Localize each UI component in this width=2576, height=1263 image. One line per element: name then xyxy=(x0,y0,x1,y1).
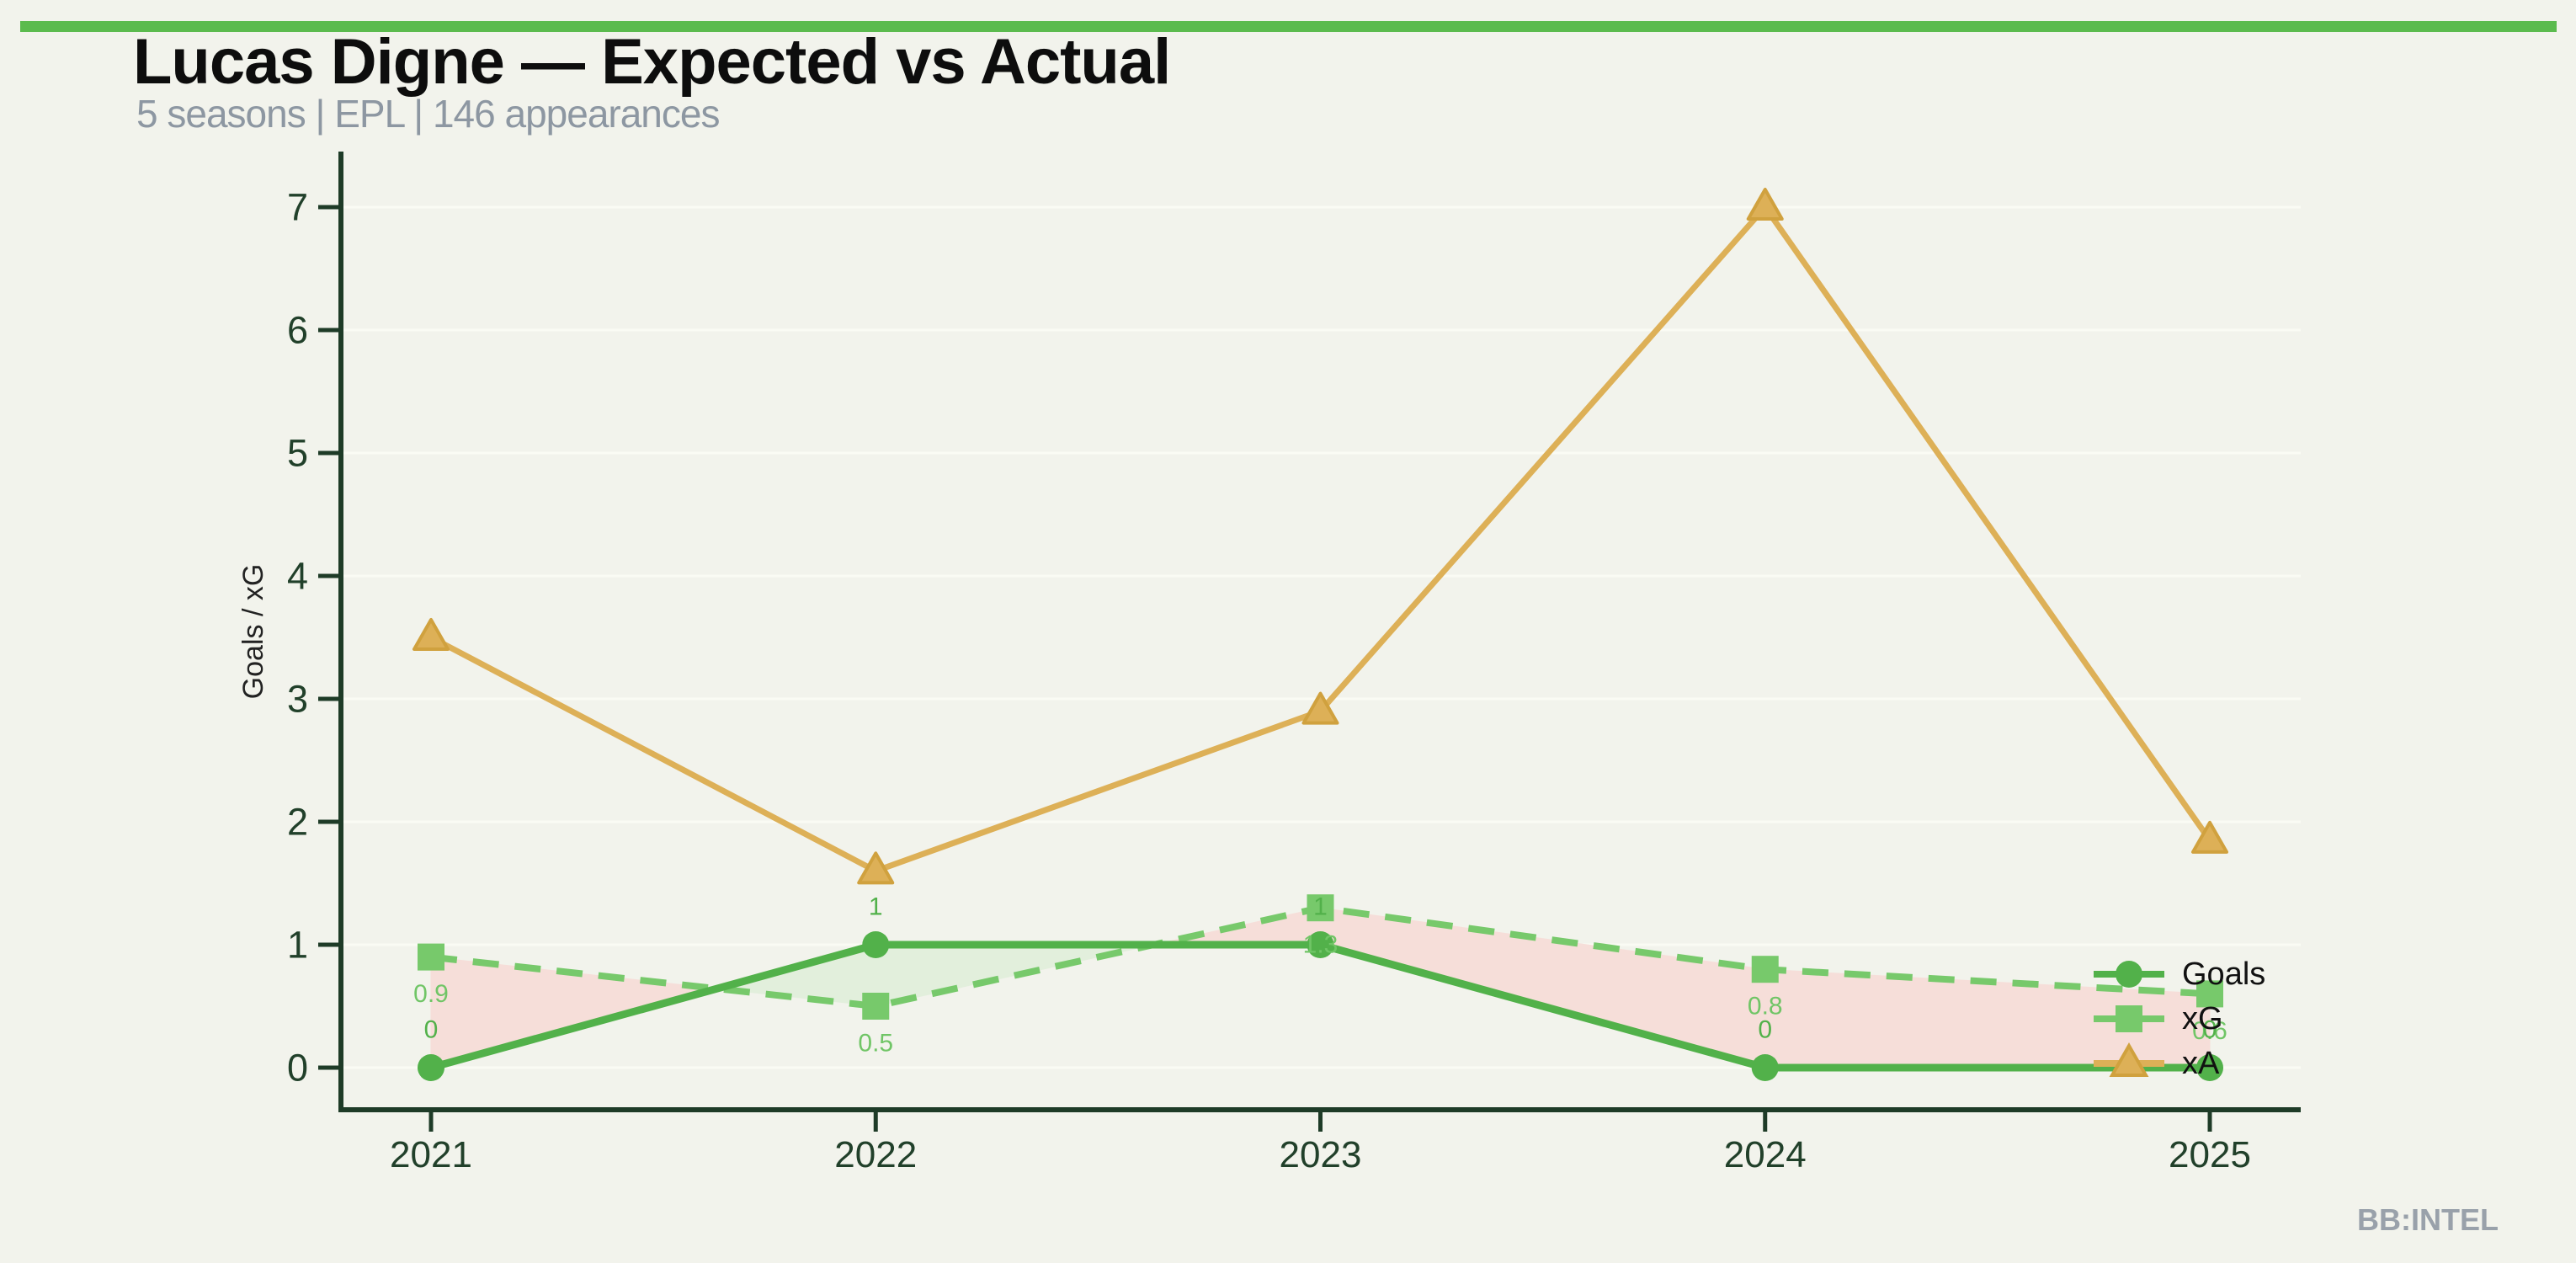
page-subtitle: 5 seasons | EPL | 146 appearances xyxy=(136,92,720,136)
y-tick-label-5: 5 xyxy=(287,432,308,475)
legend-item-xa: xA xyxy=(2094,1042,2220,1081)
xg-series xyxy=(418,894,2223,1020)
goals-marker-circle xyxy=(1751,1054,1779,1081)
y-tick-label-4: 4 xyxy=(287,555,308,598)
legend: Goals xG xA xyxy=(2094,957,2265,1081)
xa-line xyxy=(429,204,2212,874)
legend-label: Goals xyxy=(2182,957,2265,992)
axes: 0 1 2 3 4 5 6 7 2021 2022 2023 2024 2025 Goals / xG xyxy=(237,152,2301,1175)
xa-marker-triangle xyxy=(857,851,895,885)
x-tick-label-2021: 2021 xyxy=(390,1134,472,1175)
xg-marker-square xyxy=(2196,980,2223,1008)
xg-marker-square xyxy=(862,993,890,1020)
xg-point-label: 0.6 xyxy=(2192,1017,2227,1045)
axis-spines xyxy=(338,152,2301,1112)
y-tick-label-6: 6 xyxy=(287,309,308,352)
xg-point-label: 1.3 xyxy=(1303,931,1339,959)
xg-marker-square xyxy=(1307,894,1334,922)
legend-item-xg: xG xyxy=(2094,1001,2223,1037)
x-tick-label-2023: 2023 xyxy=(1280,1134,1362,1175)
legend-label: xG xyxy=(2182,1001,2223,1037)
watermark: BB:INTEL xyxy=(2357,1202,2499,1237)
goals-series xyxy=(418,931,2223,1081)
goals-marker-circle xyxy=(1307,931,1334,958)
goals-point-label: 0 xyxy=(424,1016,439,1044)
x-tick-label-2025: 2025 xyxy=(2169,1134,2251,1175)
xg-marker-square xyxy=(1751,956,1779,983)
xa-series xyxy=(412,188,2228,885)
legend-label: xA xyxy=(2182,1046,2220,1081)
legend-circle-icon xyxy=(2116,961,2142,988)
point-labels: 0.90.51.30.80.601 10 0 xyxy=(413,893,2227,1058)
x-tick-label-2022: 2022 xyxy=(834,1134,917,1175)
y-tick-label-2: 2 xyxy=(287,801,308,844)
x-tick-label-2024: 2024 xyxy=(1724,1134,1807,1175)
page-title: Lucas Digne — Expected vs Actual xyxy=(133,26,1171,98)
xg-point-label: 0.8 xyxy=(1748,993,1783,1021)
goals-marker-circle xyxy=(2196,1054,2223,1081)
goals-marker-circle xyxy=(862,931,890,958)
xa-marker-triangle xyxy=(1301,691,1339,725)
legend-triangle-icon xyxy=(2109,1042,2149,1077)
xa-marker-triangle xyxy=(2191,820,2228,854)
top-accent-bar xyxy=(20,21,2557,32)
xg-point-label: 0.9 xyxy=(413,980,449,1008)
goals-point-label: 0 xyxy=(1758,1016,1772,1044)
xg-marker-square xyxy=(418,943,444,971)
y-tick-label-0: 0 xyxy=(287,1047,308,1090)
legend-item-goals: Goals xyxy=(2094,957,2265,992)
y-axis-title: Goals / xG xyxy=(237,564,269,700)
y-tick-label-3: 3 xyxy=(287,678,308,721)
xa-marker-triangle xyxy=(412,618,450,651)
y-tick-label-7: 7 xyxy=(287,186,308,229)
goals-marker-circle xyxy=(418,1054,444,1081)
goals-point-label: 0 xyxy=(2203,1016,2217,1044)
xg-point-label: 0.5 xyxy=(858,1030,893,1058)
goals-point-label: 1 xyxy=(869,893,883,921)
fill-underperformance xyxy=(1320,907,1766,1068)
legend-square-icon xyxy=(2116,1005,2142,1032)
goals-point-label: 1 xyxy=(1313,893,1328,921)
xa-marker-triangle xyxy=(1746,188,1784,221)
y-tick-label-1: 1 xyxy=(287,924,308,967)
